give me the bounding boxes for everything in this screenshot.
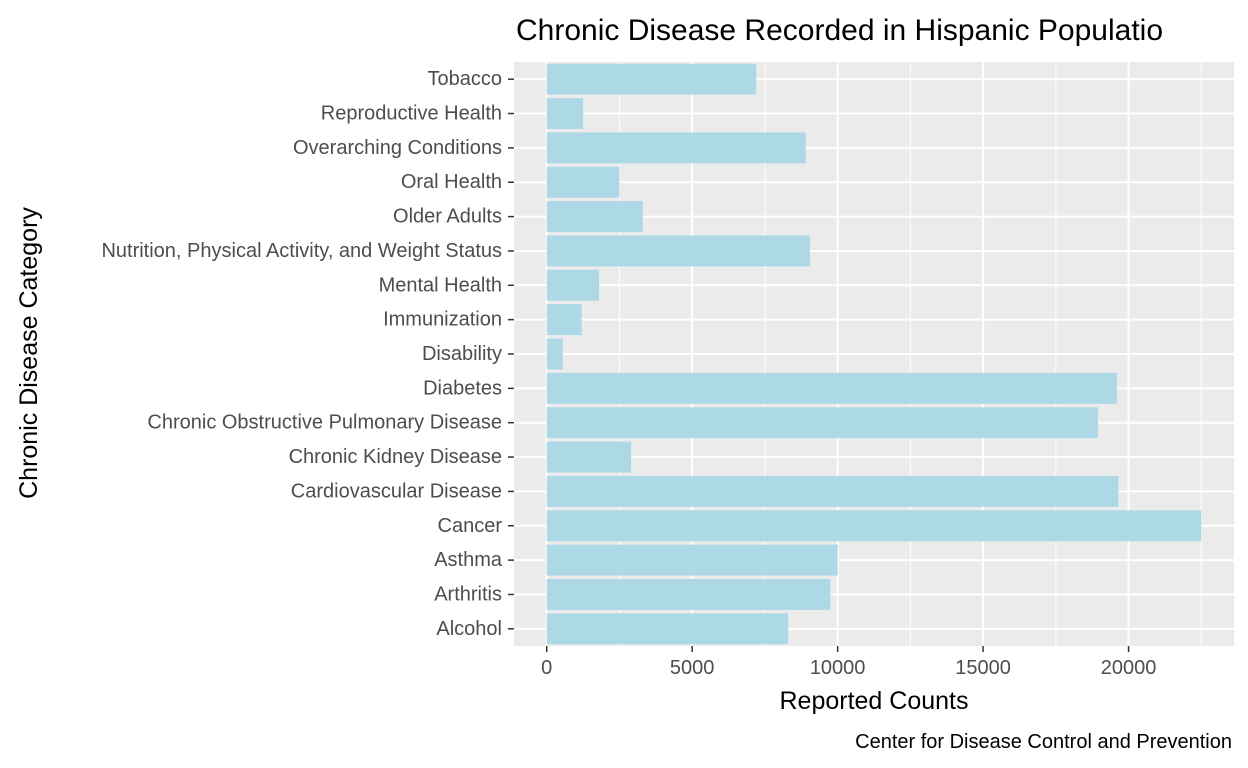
- y-tick-label: Disability: [422, 343, 502, 365]
- bar-oral-health: [546, 166, 620, 198]
- y-tick-label: Immunization: [383, 309, 502, 331]
- y-axis: Alcohol Arthritis Asthma Cancer Cardiovascul…: [101, 68, 514, 640]
- y-tick-label: Diabetes: [423, 377, 502, 399]
- bar-immunization: [546, 304, 582, 336]
- y-axis-title: Chronic Disease Category: [15, 207, 43, 499]
- x-axis-title: Reported Counts: [779, 687, 968, 715]
- bar-disability: [546, 338, 563, 370]
- y-tick-label: Overarching Conditions: [293, 137, 502, 159]
- bar-cardiovascular-disease: [546, 475, 1119, 507]
- y-tick-label: Chronic Obstructive Pulmonary Disease: [147, 412, 502, 434]
- bar-chronic-kidney-disease: [546, 441, 632, 473]
- y-tick-label: Cancer: [438, 515, 503, 537]
- y-tick-label: Nutrition, Physical Activity, and Weight…: [101, 240, 502, 262]
- bar-reproductive-health: [546, 98, 584, 129]
- y-tick-label: Tobacco: [428, 68, 503, 90]
- y-tick-label: Mental Health: [379, 274, 502, 296]
- caption: Center for Disease Control and Preventio…: [855, 731, 1232, 753]
- bar-diabetes: [546, 372, 1117, 404]
- bar-asthma: [546, 544, 838, 576]
- bar-older-adults: [546, 201, 643, 233]
- y-tick-label: Older Adults: [393, 206, 502, 228]
- x-tick-label: 0: [541, 657, 552, 679]
- bar-chronic-obstructive-pulmonary-disease: [546, 407, 1098, 439]
- x-tick-label: 10000: [810, 657, 866, 679]
- y-tick-label: Asthma: [434, 549, 503, 571]
- bars: [546, 63, 1202, 645]
- y-tick-label: Arthritis: [434, 583, 502, 605]
- chart-title: Chronic Disease Recorded in Hispanic Pop…: [516, 14, 1163, 47]
- y-tick-label: Oral Health: [401, 171, 502, 193]
- y-tick-label: Alcohol: [436, 618, 502, 640]
- x-tick-label: 20000: [1101, 657, 1157, 679]
- bar-alcohol: [546, 613, 789, 645]
- bar-mental-health: [546, 269, 600, 301]
- x-tick-label: 15000: [955, 657, 1011, 679]
- y-tick-label: Cardiovascular Disease: [291, 480, 502, 502]
- bar-nutrition-physical-activity-and-weight-status: [546, 235, 810, 267]
- bar-overarching-conditions: [546, 132, 806, 164]
- y-tick-label: Chronic Kidney Disease: [289, 446, 502, 468]
- bar-tobacco: [546, 63, 757, 95]
- x-tick-label: 5000: [670, 657, 715, 679]
- x-axis: 0 5000 10000 15000 20000: [541, 646, 1156, 679]
- bar-cancer: [546, 510, 1202, 542]
- y-tick-label: Reproductive Health: [321, 103, 502, 125]
- bar-arthritis: [546, 579, 831, 610]
